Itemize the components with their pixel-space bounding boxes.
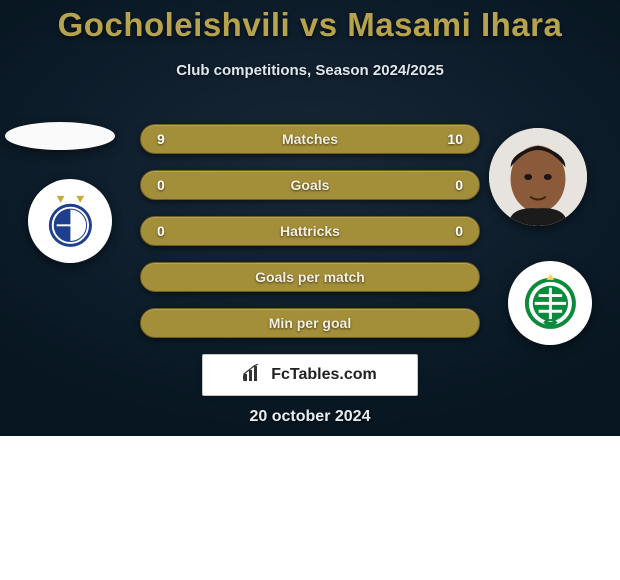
- metric-label: Matches: [181, 131, 439, 147]
- watermark: FcTables.com: [202, 354, 418, 396]
- metric-value-left: 9: [157, 131, 181, 147]
- page-subtitle: Club competitions, Season 2024/2025: [0, 62, 620, 79]
- player-right-avatar: [489, 128, 587, 226]
- metric-label: Hattricks: [181, 223, 439, 239]
- metric-bar-min-per-goal: Min per goal: [140, 308, 480, 338]
- metric-value-right: 0: [439, 177, 463, 193]
- date-text: 20 october 2024: [0, 408, 620, 426]
- comparison-card: Gocholeishvili vs Masami Ihara Club comp…: [0, 0, 620, 580]
- metric-value-left: 0: [157, 177, 181, 193]
- metric-bar-matches: 9 Matches 10: [140, 124, 480, 154]
- metric-label: Min per goal: [181, 315, 439, 331]
- club-left-badge: [28, 179, 112, 263]
- metric-value-left: 0: [157, 223, 181, 239]
- watermark-text: FcTables.com: [271, 366, 377, 384]
- metric-value-right: 0: [439, 223, 463, 239]
- player-left-avatar: [5, 122, 115, 150]
- metric-bar-goals: 0 Goals 0: [140, 170, 480, 200]
- metric-value-right: 10: [439, 131, 463, 147]
- background-lower: [0, 436, 620, 580]
- bar-chart-icon: [243, 364, 265, 387]
- metric-label: Goals per match: [181, 269, 439, 285]
- club-right-badge: [508, 261, 592, 345]
- page-title: Gocholeishvili vs Masami Ihara: [0, 6, 620, 44]
- metric-bar-hattricks: 0 Hattricks 0: [140, 216, 480, 246]
- metric-bar-goals-per-match: Goals per match: [140, 262, 480, 292]
- metric-label: Goals: [181, 177, 439, 193]
